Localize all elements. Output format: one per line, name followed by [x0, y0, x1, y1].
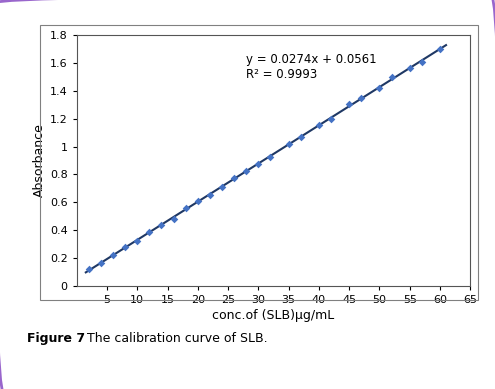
Point [376, 84, 384, 91]
Text: y = 0.0274x + 0.0561
R² = 0.9993: y = 0.0274x + 0.0561 R² = 0.9993 [246, 53, 377, 81]
Point [315, 122, 323, 128]
X-axis label: conc.of (SLB)μg/mL: conc.of (SLB)μg/mL [212, 309, 335, 322]
Point [182, 205, 190, 211]
Text: The calibration curve of SLB.: The calibration curve of SLB. [87, 332, 267, 345]
Point [266, 154, 274, 161]
Point [121, 244, 129, 250]
Point [406, 65, 414, 71]
Point [297, 133, 305, 140]
Point [206, 192, 214, 198]
Point [218, 184, 226, 190]
Point [85, 265, 93, 272]
Text: Figure 7: Figure 7 [27, 332, 85, 345]
Point [157, 221, 165, 228]
Point [146, 229, 153, 235]
Point [436, 46, 444, 53]
Y-axis label: Absorbance: Absorbance [33, 124, 46, 197]
Point [285, 141, 293, 147]
Point [109, 252, 117, 258]
Point [242, 168, 250, 175]
Point [327, 116, 335, 123]
Point [194, 198, 202, 204]
Point [170, 216, 178, 222]
Point [230, 175, 238, 181]
Point [254, 161, 262, 167]
Point [345, 101, 353, 107]
Point [418, 59, 426, 65]
Point [133, 238, 141, 244]
Point [357, 95, 365, 102]
Point [388, 74, 396, 81]
Point [97, 260, 105, 266]
